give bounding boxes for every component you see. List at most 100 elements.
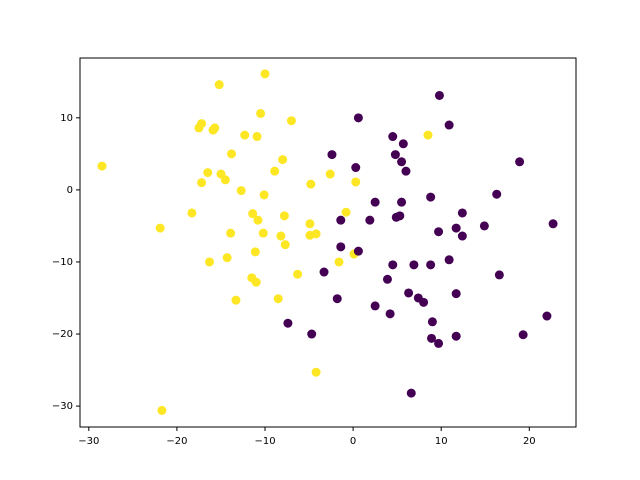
scatter-point xyxy=(305,219,315,229)
scatter-point xyxy=(457,231,467,241)
scatter-point xyxy=(187,208,197,218)
scatter-point xyxy=(406,388,416,398)
scatter-point xyxy=(370,301,380,311)
scatter-point xyxy=(434,90,444,100)
scatter-point xyxy=(388,132,398,142)
scatter-point xyxy=(280,240,290,250)
scatter-point xyxy=(214,80,224,90)
scatter-point xyxy=(270,166,280,176)
scatter-point xyxy=(240,130,250,140)
scatter-point xyxy=(157,405,167,415)
scatter-point xyxy=(286,116,296,126)
scatter-point xyxy=(423,130,433,140)
scatter-point xyxy=(457,208,467,218)
scatter-point xyxy=(197,119,207,129)
scatter-point xyxy=(279,211,289,221)
scatter-point xyxy=(197,178,207,188)
scatter-point xyxy=(426,260,436,270)
scatter-point xyxy=(332,294,342,304)
scatter-point xyxy=(382,274,392,284)
scatter-point xyxy=(365,215,375,225)
x-tick-label: −20 xyxy=(166,436,187,447)
scatter-point xyxy=(494,270,504,280)
scatter-point xyxy=(351,177,361,187)
scatter-point xyxy=(419,297,429,307)
scatter-point xyxy=(542,311,552,321)
scatter-point xyxy=(203,168,213,178)
scatter-point xyxy=(231,295,241,305)
scatter-point xyxy=(492,189,502,199)
scatter-point xyxy=(256,108,266,118)
scatter-point xyxy=(353,113,363,123)
scatter-point xyxy=(370,197,380,207)
scatter-point xyxy=(311,229,321,239)
scatter-point xyxy=(253,215,263,225)
scatter-point xyxy=(258,228,268,238)
scatter-point xyxy=(388,260,398,270)
scatter-point xyxy=(451,331,461,341)
scatter-point xyxy=(434,338,444,348)
scatter-point xyxy=(401,166,411,176)
scatter-point xyxy=(252,132,262,142)
scatter-point xyxy=(278,155,288,165)
scatter-point xyxy=(97,161,107,171)
scatter-point xyxy=(434,227,444,237)
y-tick-label: −20 xyxy=(52,329,73,340)
y-tick-label: 0 xyxy=(67,185,73,196)
scatter-point xyxy=(426,192,436,202)
scatter-point xyxy=(427,317,437,327)
scatter-point xyxy=(479,221,489,231)
scatter-point xyxy=(260,69,270,79)
scatter-point xyxy=(451,289,461,299)
scatter-point xyxy=(334,257,344,267)
x-tick-label: −30 xyxy=(78,436,99,447)
scatter-point xyxy=(220,175,230,185)
scatter-point xyxy=(155,223,165,233)
scatter-point xyxy=(319,267,329,277)
y-tick-label: 10 xyxy=(60,113,73,124)
scatter-point xyxy=(451,223,461,233)
scatter-point xyxy=(515,157,525,167)
scatter-point xyxy=(250,247,260,257)
scatter-point xyxy=(409,260,419,270)
x-tick-label: 20 xyxy=(523,436,536,447)
scatter-point xyxy=(236,186,246,196)
scatter-point xyxy=(548,219,558,229)
scatter-point xyxy=(222,253,232,263)
scatter-point xyxy=(259,190,269,200)
scatter-point xyxy=(390,150,400,160)
scatter-point xyxy=(226,228,236,238)
x-tick-label: 0 xyxy=(350,436,356,447)
scatter-point xyxy=(444,255,454,265)
scatter-point xyxy=(385,309,395,319)
scatter-point xyxy=(404,288,414,298)
scatter-point xyxy=(306,179,316,189)
scatter-point xyxy=(273,294,283,304)
scatter-point xyxy=(248,209,258,219)
scatter-point xyxy=(210,123,220,133)
scatter-point xyxy=(444,120,454,130)
x-tick-label: 10 xyxy=(435,436,448,447)
scatter-point xyxy=(427,333,437,343)
scatter-point xyxy=(351,163,361,173)
y-tick-label: −30 xyxy=(52,401,73,412)
scatter-point xyxy=(397,157,407,167)
scatter-point xyxy=(327,150,337,160)
scatter-point xyxy=(518,330,528,340)
scatter-point xyxy=(336,215,346,225)
scatter-point xyxy=(276,231,286,241)
scatter-point xyxy=(353,246,363,256)
scatter-point xyxy=(397,197,407,207)
scatter-point xyxy=(227,149,237,159)
scatter-point xyxy=(311,367,321,377)
scatter-point xyxy=(336,242,346,252)
scatter-point xyxy=(283,318,293,328)
scatter-point xyxy=(307,329,317,339)
scatter-point xyxy=(398,139,408,149)
x-tick-label: −10 xyxy=(254,436,275,447)
y-tick-label: −10 xyxy=(52,257,73,268)
scatter-point xyxy=(325,169,335,179)
scatter-point xyxy=(293,269,303,279)
scatter-point xyxy=(205,257,215,267)
